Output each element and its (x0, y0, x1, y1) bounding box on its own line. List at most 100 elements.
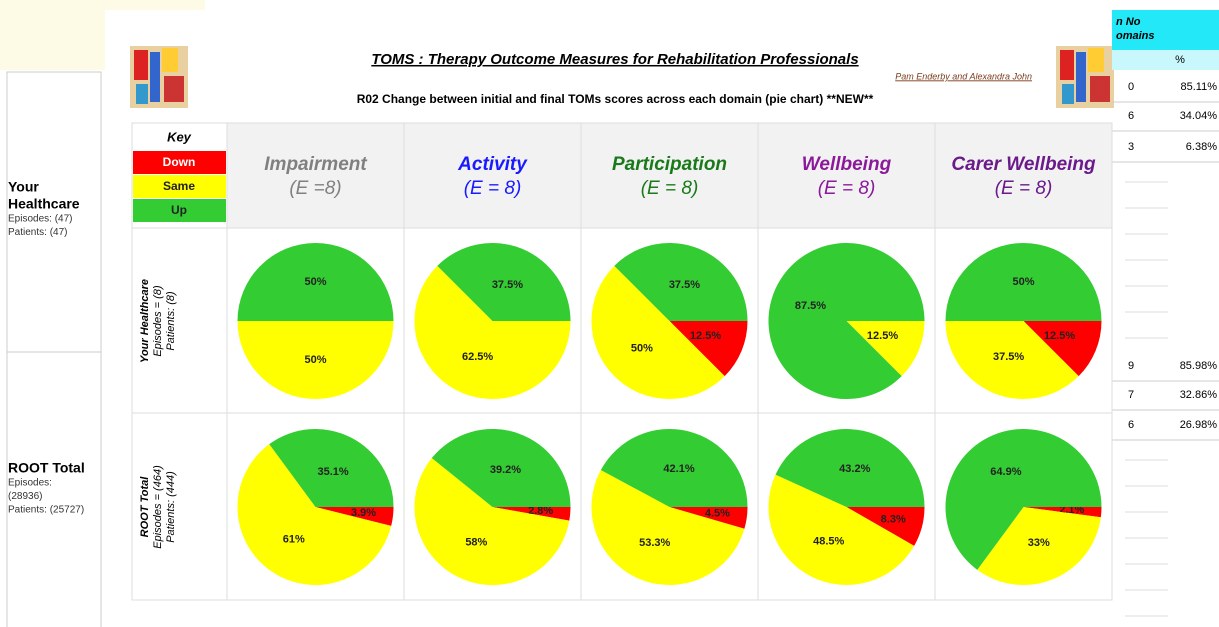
group-detail: (28936) (8, 491, 42, 502)
cell: 85.11% (1181, 81, 1218, 93)
cell: 34.04% (1180, 110, 1218, 122)
pie-slice (591, 470, 745, 586)
pie-label: 53.3% (639, 537, 670, 549)
cell: 0 (1128, 81, 1134, 93)
pie-slice (846, 321, 925, 377)
cell: 6 (1128, 110, 1134, 122)
pie-slice (768, 243, 925, 400)
pie-slice (237, 444, 392, 585)
right-header (1112, 10, 1219, 50)
domain-name: Impairment (264, 154, 367, 175)
pie-label: 12.5% (690, 330, 721, 342)
pie-slice (768, 474, 915, 586)
pie-slice (1023, 507, 1102, 518)
domain-name: Activity (457, 154, 528, 175)
pie-slice (431, 429, 571, 507)
row-label: Patients: (8) (165, 291, 177, 351)
pie-label: 12.5% (867, 330, 898, 342)
domain-name: Carer Wellbeing (951, 154, 1096, 175)
domain-e: (E = 8) (464, 178, 522, 199)
domain-name: Wellbeing (802, 154, 892, 175)
pie-slice (846, 507, 925, 546)
domain-e: (E = 8) (818, 178, 876, 199)
pie-slice (492, 507, 571, 521)
pie-slice (669, 321, 748, 377)
report-subtitle: R02 Change between initial and final TOM… (357, 92, 874, 106)
pie-label: 50% (1012, 276, 1034, 288)
key-label: Down (163, 155, 196, 169)
pie-label: 87.5% (795, 300, 826, 312)
right-subheader (1112, 50, 1219, 70)
pie-label: 3.9% (351, 507, 376, 519)
pie-label: 39.2% (490, 464, 521, 476)
domain-e: (E =8) (289, 178, 341, 199)
pie-label: 58% (465, 536, 487, 548)
group-detail: Episodes: (8, 478, 52, 489)
pie-slice (591, 265, 725, 399)
key-swatch (133, 175, 226, 198)
logo (130, 46, 188, 108)
row-label: Your Healthcare (139, 279, 151, 363)
cell: 32.86% (1180, 389, 1218, 401)
pie-slice (945, 243, 1102, 321)
pie-label: 42.1% (663, 463, 694, 475)
pie-slice (945, 321, 1079, 400)
pie-label: 35.1% (317, 466, 348, 478)
pie-slice (977, 507, 1101, 585)
cell: 7 (1128, 389, 1134, 401)
group-detail: Patients: (47) (8, 227, 67, 238)
domain-e: (E = 8) (995, 178, 1053, 199)
pie-label: 12.5% (1044, 330, 1075, 342)
group-name: Your (8, 179, 39, 195)
cell: 85.98% (1180, 360, 1218, 372)
pie-label: 37.5% (993, 351, 1024, 363)
cell: 3 (1128, 141, 1134, 153)
pie-slice (237, 321, 394, 399)
cell: 9 (1128, 360, 1134, 372)
logo (1056, 46, 1114, 108)
pie-slice (237, 243, 394, 321)
header-bg (227, 123, 1112, 228)
report-title: TOMS : Therapy Outcome Measures for Reha… (371, 51, 858, 68)
pie-label: 62.5% (462, 351, 493, 363)
pie-slice (414, 458, 570, 585)
domain-name: Participation (612, 154, 727, 175)
pie-label: 8.3% (881, 513, 906, 525)
pie-label: 43.2% (839, 463, 870, 475)
column-header: % (1175, 54, 1185, 66)
authors: Pam Enderby and Alexandra John (895, 71, 1032, 81)
group-detail: Patients: (25727) (8, 505, 84, 516)
group-name: Healthcare (8, 196, 80, 212)
right-header-text: omains (1116, 30, 1155, 42)
group-detail: Episodes: (47) (8, 214, 72, 225)
pie-label: 50% (304, 276, 326, 288)
key-label: Same (163, 179, 195, 193)
left-panel (6, 71, 102, 627)
row-label: ROOT Total (139, 476, 151, 538)
pie-slice (600, 429, 748, 507)
pie-label: 2.8% (528, 505, 553, 517)
pie-slice (1023, 321, 1102, 377)
pie-slice (775, 429, 925, 507)
pie-slice (315, 507, 394, 526)
row-label: Patients: (444) (165, 471, 177, 543)
cell: 26.98% (1180, 419, 1218, 431)
key-swatch (133, 199, 226, 222)
key-label: Up (171, 203, 187, 217)
key-title: Key (167, 129, 192, 144)
group-name: ROOT Total (8, 460, 85, 476)
row-label: Episodes = (8) (152, 285, 164, 357)
cell: 6 (1128, 419, 1134, 431)
pie-label: 37.5% (669, 279, 700, 291)
pie-label: 50% (304, 354, 326, 366)
domain-e: (E = 8) (641, 178, 699, 199)
pie-slice (414, 265, 571, 400)
pie-slice (269, 429, 394, 507)
pie-slice (945, 429, 1102, 570)
pie-slice (437, 243, 571, 321)
pie-label: 64.9% (990, 466, 1021, 478)
pie-label: 33% (1028, 537, 1050, 549)
pie-label: 48.5% (813, 536, 844, 548)
